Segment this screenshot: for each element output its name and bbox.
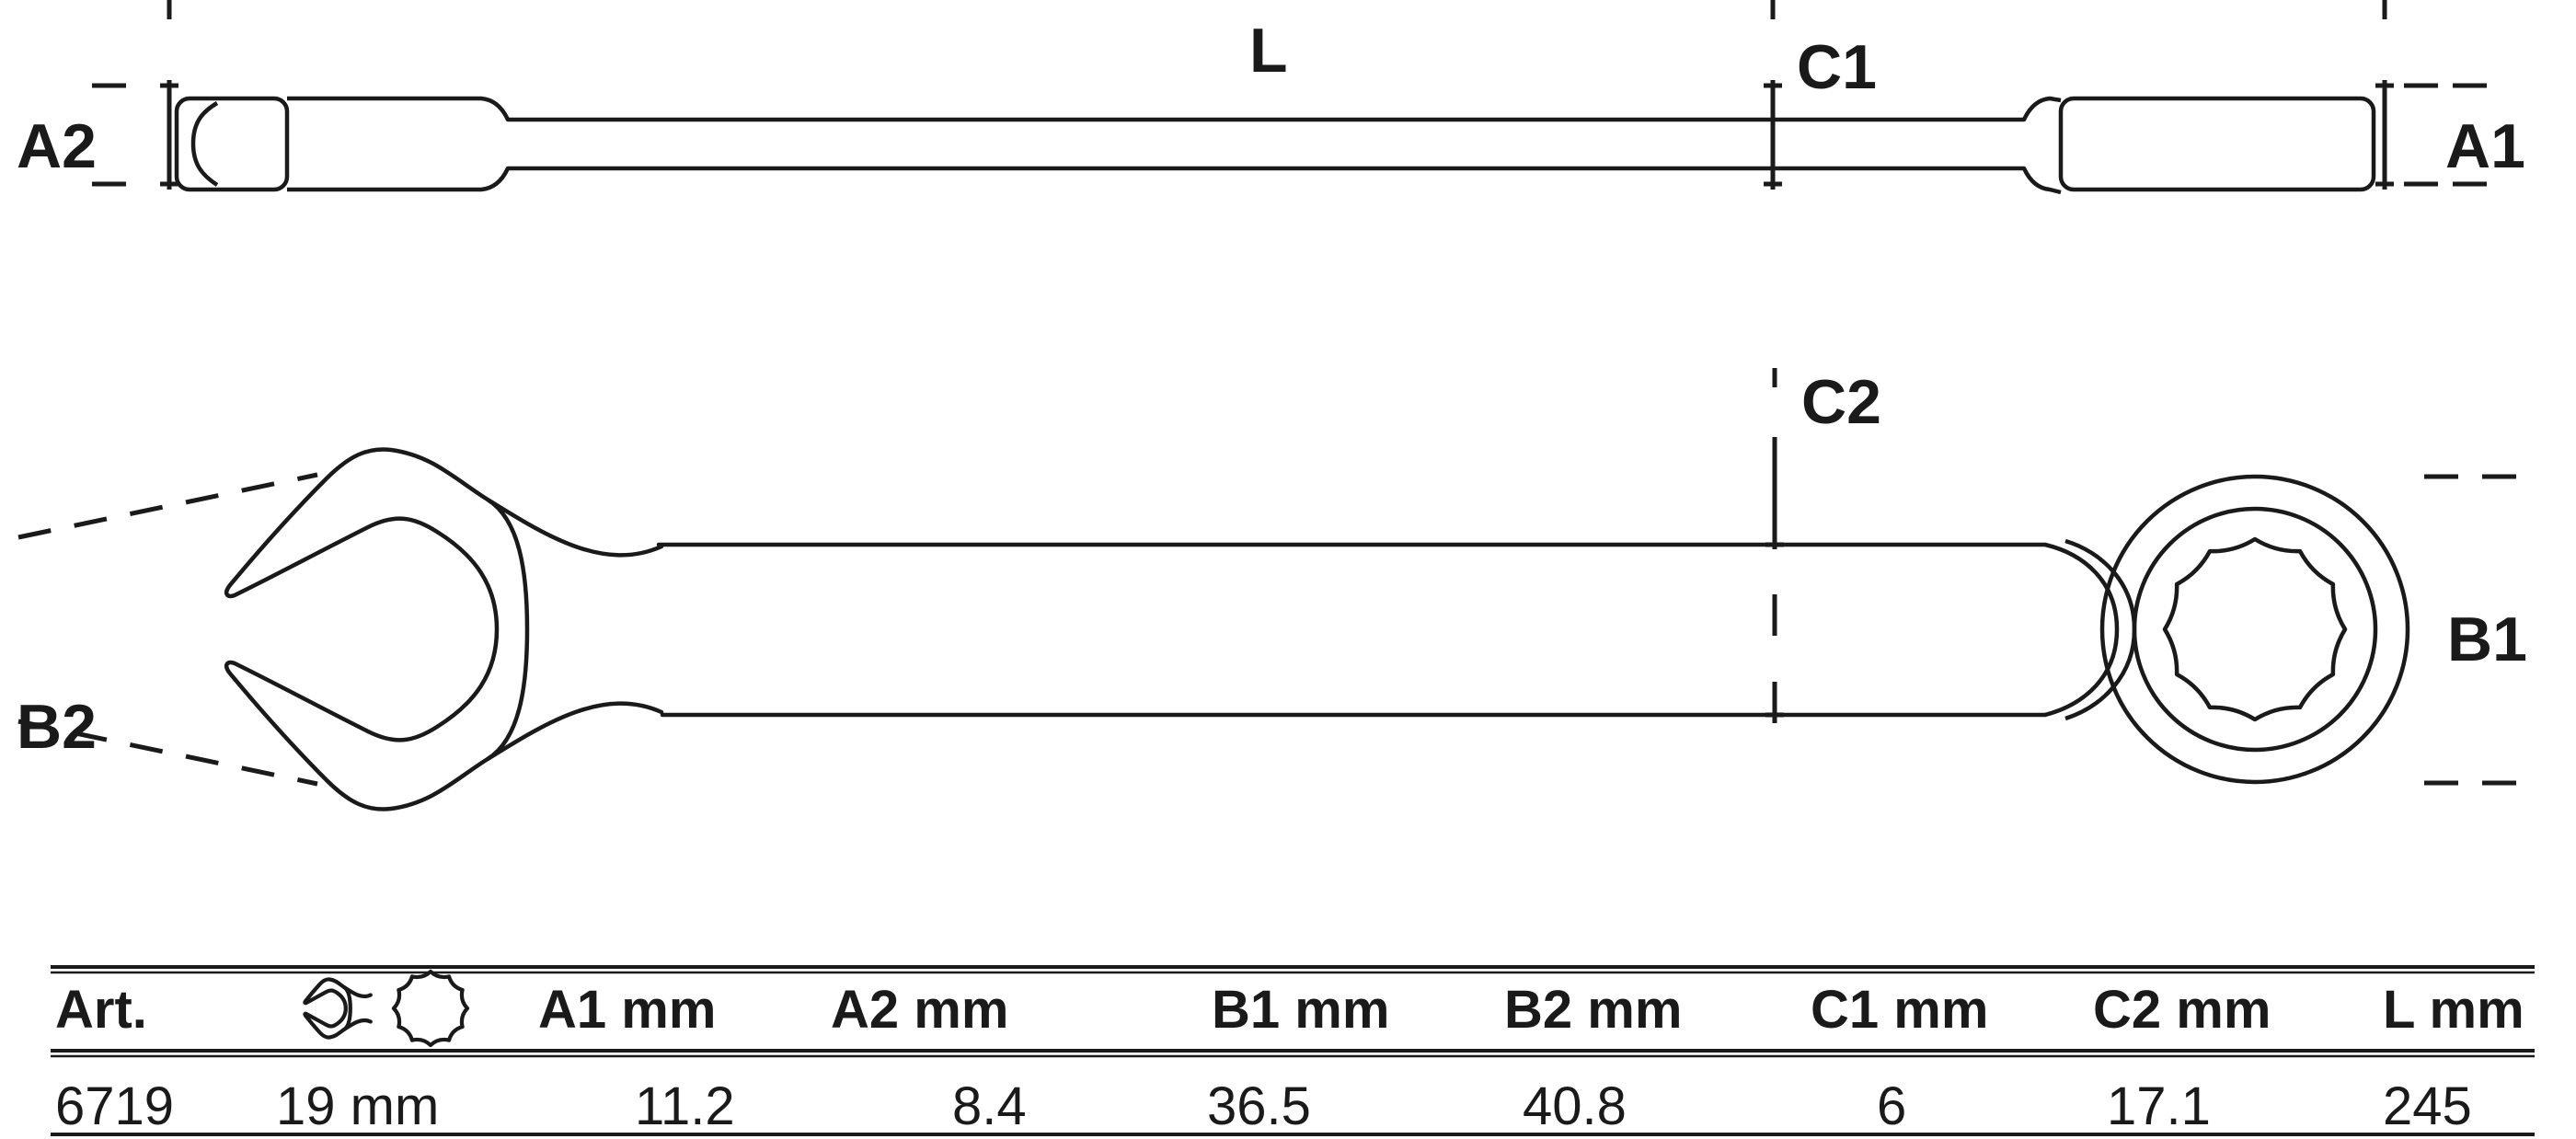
- svg-text:L: L: [1249, 16, 1288, 86]
- svg-text:A2: A2: [17, 111, 97, 181]
- svg-text:A1: A1: [2445, 111, 2525, 181]
- svg-text:B2: B2: [17, 692, 97, 762]
- svg-text:C2 mm: C2 mm: [2093, 980, 2271, 1040]
- svg-text:B1: B1: [2447, 604, 2527, 674]
- svg-text:19 mm: 19 mm: [276, 1076, 439, 1136]
- svg-text:8.4: 8.4: [952, 1076, 1027, 1136]
- svg-text:40.8: 40.8: [1523, 1076, 1627, 1136]
- svg-text:A2 mm: A2 mm: [831, 980, 1008, 1040]
- svg-text:6719: 6719: [55, 1076, 174, 1136]
- svg-text:17.1: 17.1: [2107, 1076, 2211, 1136]
- svg-text:B1 mm: B1 mm: [1212, 980, 1389, 1040]
- svg-text:36.5: 36.5: [1207, 1076, 1311, 1136]
- svg-text:6: 6: [1877, 1076, 1906, 1136]
- svg-text:B2 mm: B2 mm: [1504, 980, 1682, 1040]
- svg-text:11.2: 11.2: [635, 1076, 735, 1136]
- svg-text:C2: C2: [1801, 367, 1881, 437]
- svg-text:C1: C1: [1797, 32, 1877, 102]
- svg-text:L mm: L mm: [2383, 980, 2524, 1040]
- svg-text:Art.: Art.: [55, 980, 147, 1040]
- svg-text:A1 mm: A1 mm: [538, 980, 716, 1040]
- svg-text:245: 245: [2383, 1076, 2472, 1136]
- svg-text:C1 mm: C1 mm: [1811, 980, 1988, 1040]
